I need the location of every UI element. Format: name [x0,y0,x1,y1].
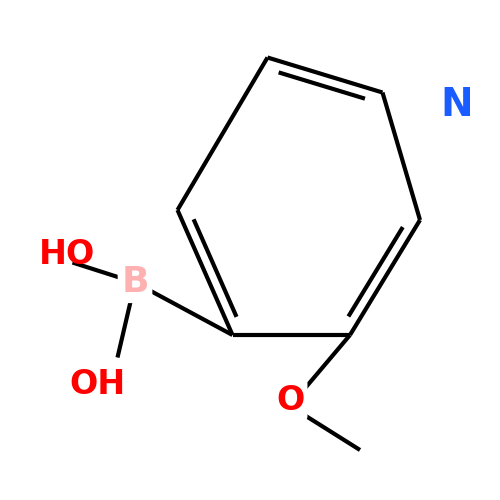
Text: B: B [121,266,149,300]
Text: OH: OH [70,368,126,400]
Text: HO: HO [39,238,95,272]
Text: N: N [440,86,472,124]
Text: O: O [276,384,304,416]
